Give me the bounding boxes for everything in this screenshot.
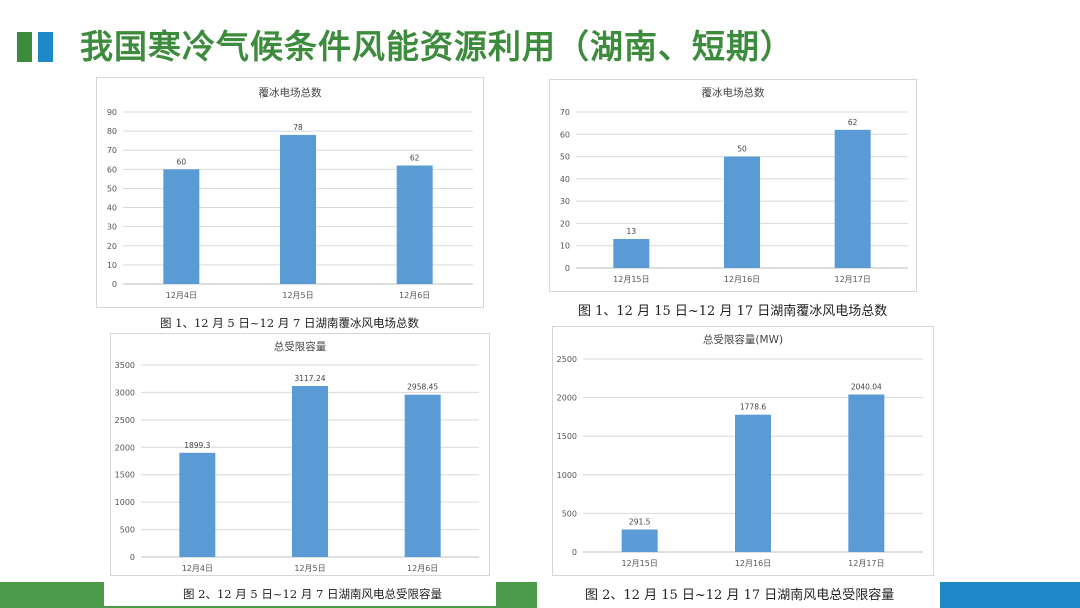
y-tick-label: 1500 [115, 471, 135, 480]
bar [848, 394, 885, 552]
chart-panel-4: 总受限容量(MW) 0 500 1000 1500 2000 2500 291.5 12月15日… [552, 326, 934, 576]
slide-title: 我国寒冷气候条件风能资源利用（湖南、短期） [80, 27, 794, 66]
bar-value-label: 3117.24 [294, 374, 325, 383]
bar-value-label: 13 [627, 227, 637, 236]
x-category-label: 12月15日 [621, 559, 657, 568]
y-tick-label: 2500 [115, 416, 135, 425]
y-tick-label: 3000 [115, 388, 135, 397]
x-category-label: 12月5日 [282, 291, 313, 300]
bar [724, 156, 760, 268]
y-tick-label: 90 [107, 108, 117, 117]
x-category-label: 12月5日 [294, 564, 325, 573]
y-tick-label: 30 [107, 223, 117, 232]
chart-panel-3: 总受限容量 0 500 1000 1500 2000 2500 3000 3500 1899.3 1… [110, 333, 490, 576]
y-tick-label: 70 [107, 146, 117, 155]
y-tick-label: 2500 [557, 355, 577, 364]
y-tick-label: 60 [107, 165, 117, 174]
y-tick-label: 0 [565, 264, 570, 273]
bar-value-label: 2958.45 [407, 383, 438, 392]
caption-chart-3: 图 2、12 月 5 日~12 月 7 日湖南风电总受限容量 [183, 587, 442, 601]
y-tick-label: 50 [560, 153, 570, 162]
y-tick-label: 3500 [115, 361, 135, 370]
y-tick-label: 60 [560, 130, 570, 139]
chart-title: 总受限容量 [274, 340, 327, 353]
y-tick-label: 80 [107, 127, 117, 136]
y-tick-label: 1500 [557, 432, 577, 441]
y-tick-label: 0 [130, 553, 135, 562]
y-tick-label: 500 [562, 509, 577, 518]
footer-bar-blue [940, 582, 1080, 608]
bar-value-label: 62 [848, 118, 858, 127]
x-category-label: 12月4日 [166, 291, 197, 300]
y-tick-label: 2000 [115, 443, 135, 452]
y-tick-label: 500 [120, 526, 135, 535]
x-category-label: 12月17日 [834, 275, 870, 284]
y-tick-label: 1000 [557, 471, 577, 480]
bar-value-label: 50 [737, 145, 747, 154]
chart-title: 覆冰电场总数 [259, 86, 322, 99]
chart-ice-farms-dec15-17: 覆冰电场总数 0 10 20 30 40 50 60 70 13 12月15日 50 12月16日 62 1… [560, 86, 908, 284]
bar-value-label: 62 [410, 154, 420, 163]
caption-3-background [104, 578, 496, 606]
chart-ice-farms-dec4-6: 覆冰电场总数 0 10 20 30 40 50 60 70 80 90 60 12月4日 78 12月5日 6… [107, 86, 473, 300]
chart-curtailed-capacity-dec4-6: 总受限容量 0 500 1000 1500 2000 2500 3000 3500 1899.3 1… [115, 340, 479, 573]
y-tick-label: 40 [560, 175, 570, 184]
y-tick-label: 0 [572, 548, 577, 557]
bar-value-label: 78 [293, 123, 303, 132]
caption-chart-4: 图 2、12 月 15 日~12 月 17 日湖南风电总受限容量 [585, 588, 895, 603]
bar-value-label: 2040.04 [851, 383, 882, 392]
bar [735, 414, 771, 552]
bar [280, 134, 316, 284]
bar [292, 385, 328, 557]
bar [396, 165, 433, 284]
y-tick-label: 10 [560, 242, 570, 251]
x-category-label: 12月17日 [848, 559, 884, 568]
chart-title: 覆冰电场总数 [702, 86, 765, 99]
bar-value-label: 1899.3 [184, 441, 210, 450]
y-tick-label: 70 [560, 108, 570, 117]
bar [834, 129, 871, 268]
chart-panel-2: 覆冰电场总数 0 10 20 30 40 50 60 70 13 12月15日 50 12月16日 62 1… [549, 79, 917, 292]
y-tick-label: 30 [560, 197, 570, 206]
caption-chart-2: 图 1、12 月 15 日~12 月 17 日湖南覆冰风电场总数 [578, 304, 888, 319]
caption-chart-1: 图 1、12 月 5 日~12 月 7 日湖南覆冰风电场总数 [160, 316, 419, 330]
chart-curtailed-capacity-dec15-17: 总受限容量(MW) 0 500 1000 1500 2000 2500 291.5 12月15日… [557, 333, 923, 568]
title-accent-blue [38, 32, 53, 62]
x-category-label: 12月6日 [407, 564, 438, 573]
bar [621, 529, 658, 552]
chart-title: 总受限容量(MW) [703, 333, 783, 346]
y-tick-label: 40 [107, 204, 117, 213]
y-tick-label: 0 [112, 280, 117, 289]
x-category-label: 12月16日 [735, 559, 771, 568]
bar [163, 169, 200, 284]
chart-panel-1: 覆冰电场总数 0 10 20 30 40 50 60 70 80 90 60 12月4日 78 12月5日 6… [96, 77, 484, 308]
x-category-label: 12月15日 [613, 275, 649, 284]
x-category-label: 12月4日 [182, 564, 213, 573]
y-tick-label: 2000 [557, 394, 577, 403]
y-tick-label: 20 [107, 242, 117, 251]
bar [404, 394, 441, 557]
y-tick-label: 20 [560, 219, 570, 228]
bar-value-label: 1778.6 [740, 403, 766, 412]
title-accent-green [17, 32, 32, 62]
y-tick-label: 1000 [115, 498, 135, 507]
bar-value-label: 291.5 [629, 517, 651, 526]
caption-4-background [548, 578, 938, 608]
x-category-label: 12月16日 [724, 275, 760, 284]
bar [613, 239, 650, 268]
bar [179, 452, 216, 557]
x-category-label: 12月6日 [399, 291, 430, 300]
bar-value-label: 60 [177, 157, 187, 166]
y-tick-label: 50 [107, 184, 117, 193]
y-tick-label: 10 [107, 261, 117, 270]
